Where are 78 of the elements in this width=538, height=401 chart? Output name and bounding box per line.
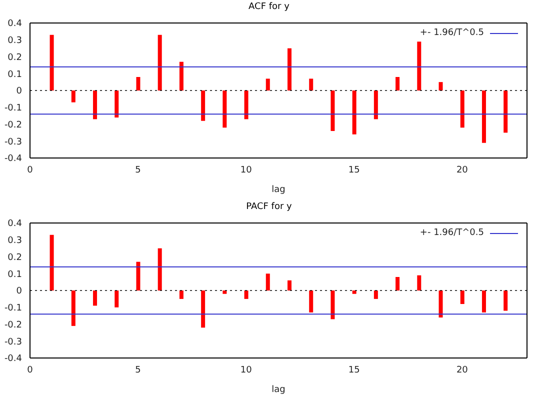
legend-label: +- 1.96/T^0.5	[420, 228, 484, 238]
bar	[222, 90, 227, 128]
y-tick-label: -0.4	[4, 354, 22, 364]
x-tick-label: 0	[27, 165, 34, 176]
y-tick-label: -0.1	[4, 304, 22, 314]
bar	[460, 90, 464, 128]
x-axis-title: lag	[272, 385, 286, 395]
x-tick-label: 5	[135, 165, 141, 176]
bar	[396, 77, 400, 90]
bar	[460, 290, 464, 304]
bar	[201, 90, 206, 121]
y-tick-label: -0.4	[4, 154, 22, 164]
x-tick-label: 20	[456, 365, 468, 376]
bar	[482, 290, 486, 312]
bar	[201, 290, 206, 328]
y-tick-label: -0.2	[4, 120, 22, 130]
bar	[417, 275, 422, 290]
y-tick-label: 0.3	[8, 36, 22, 46]
chart-title: PACF for y	[245, 202, 293, 212]
bar	[288, 48, 292, 90]
y-tick-label: 0	[16, 286, 22, 297]
y-tick-label: -0.1	[4, 104, 22, 114]
bar	[417, 42, 422, 90]
bar	[244, 290, 248, 299]
bar	[438, 290, 443, 318]
x-tick-label: 15	[348, 165, 360, 176]
x-tick-label: 20	[456, 165, 468, 176]
bar	[309, 290, 314, 312]
bar	[374, 90, 378, 120]
bar	[396, 277, 400, 290]
bar	[71, 290, 76, 326]
legend-label: +- 1.96/T^0.5	[420, 28, 484, 38]
bar	[482, 90, 486, 143]
bar	[288, 280, 292, 290]
bar	[244, 90, 248, 120]
bar	[114, 90, 119, 118]
y-tick-label: 0	[16, 86, 22, 97]
bar	[438, 82, 443, 90]
bar	[114, 290, 119, 308]
bar	[374, 290, 378, 299]
x-axis-title: lag	[272, 185, 286, 195]
bar	[504, 90, 508, 133]
y-tick-label: 0.3	[8, 236, 22, 246]
bar	[309, 78, 314, 90]
bar	[179, 290, 184, 299]
bar	[158, 34, 162, 90]
bar	[50, 34, 54, 90]
y-tick-label: -0.3	[4, 137, 22, 148]
bar	[136, 262, 140, 290]
x-tick-label: 0	[27, 365, 34, 376]
y-tick-label: 0.1	[8, 70, 22, 80]
bar	[330, 290, 335, 320]
y-tick-label: 0.1	[8, 270, 22, 280]
bar	[136, 77, 140, 90]
x-tick-label: 10	[240, 165, 252, 176]
x-tick-label: 5	[135, 365, 141, 376]
bar	[266, 274, 270, 290]
bar	[71, 90, 76, 102]
bar	[352, 90, 356, 134]
bar	[330, 90, 335, 131]
y-tick-label: 0.4	[8, 219, 22, 230]
bar	[93, 290, 98, 306]
bar	[93, 90, 98, 120]
bar	[504, 290, 508, 311]
x-tick-label: 15	[348, 365, 360, 376]
y-tick-label: 0.2	[8, 252, 22, 263]
x-tick-label: 10	[240, 365, 252, 376]
y-tick-label: 0.2	[8, 52, 22, 63]
bar	[222, 290, 227, 294]
bar	[352, 290, 356, 294]
y-tick-label: 0.4	[8, 19, 22, 30]
bar	[179, 62, 184, 90]
bar	[50, 234, 54, 290]
bar	[266, 78, 270, 90]
y-tick-label: -0.3	[4, 337, 22, 348]
y-tick-label: -0.2	[4, 320, 22, 330]
chart-title: ACF for y	[248, 2, 290, 12]
bar	[158, 248, 162, 290]
